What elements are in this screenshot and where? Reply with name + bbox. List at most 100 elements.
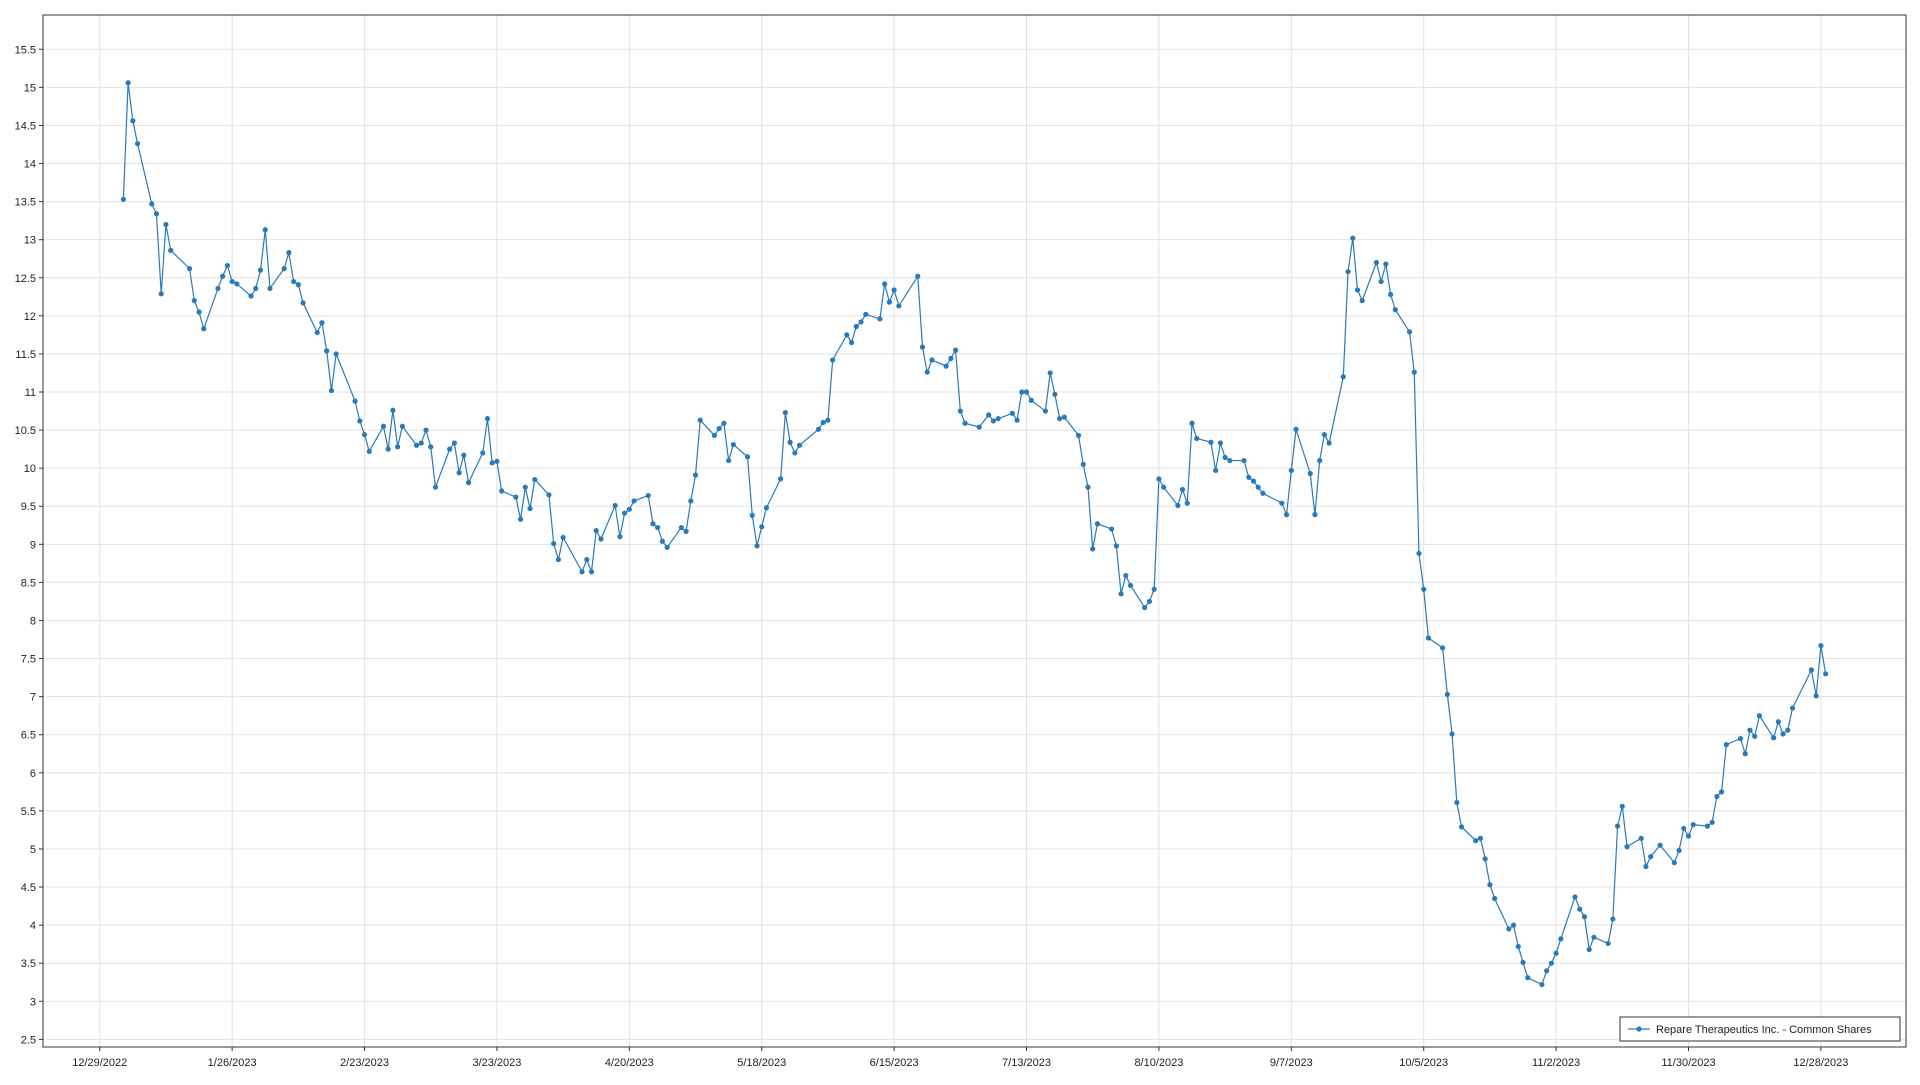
data-point bbox=[1123, 572, 1129, 579]
data-point bbox=[1189, 420, 1195, 426]
data-point bbox=[224, 262, 231, 269]
data-point bbox=[877, 316, 883, 322]
data-point bbox=[1737, 735, 1744, 742]
data-point bbox=[1080, 461, 1086, 467]
x-tick-label: 1/26/2023 bbox=[208, 1057, 257, 1069]
data-point bbox=[413, 442, 420, 448]
x-tick-label: 11/30/2023 bbox=[1661, 1057, 1715, 1069]
data-point bbox=[163, 221, 169, 228]
y-tick-label: 3 bbox=[30, 996, 36, 1008]
x-tick-label: 9/7/2023 bbox=[1270, 1057, 1313, 1069]
data-point bbox=[1591, 934, 1597, 940]
data-point bbox=[465, 480, 472, 486]
data-point bbox=[1057, 416, 1063, 422]
data-point bbox=[1614, 823, 1621, 829]
data-point bbox=[380, 423, 387, 429]
data-point bbox=[863, 311, 869, 317]
data-point bbox=[153, 211, 160, 217]
data-point bbox=[1208, 439, 1214, 445]
data-point bbox=[319, 320, 325, 326]
series-line bbox=[122, 82, 1827, 986]
y-tick-label: 10 bbox=[24, 463, 36, 475]
data-point bbox=[948, 355, 954, 362]
data-point bbox=[1151, 586, 1157, 592]
data-point bbox=[896, 303, 902, 309]
data-point bbox=[683, 528, 689, 534]
data-point bbox=[522, 484, 528, 490]
data-point bbox=[1293, 426, 1299, 432]
data-point bbox=[1638, 835, 1644, 841]
x-tick-label: 11/2/2023 bbox=[1532, 1057, 1580, 1069]
data-point bbox=[1047, 370, 1053, 376]
data-point bbox=[1789, 705, 1796, 711]
y-tick-label: 11.5 bbox=[15, 349, 36, 361]
data-point bbox=[1118, 591, 1124, 597]
data-point bbox=[1610, 916, 1616, 922]
data-point bbox=[1577, 906, 1583, 912]
data-point bbox=[650, 521, 656, 527]
data-point bbox=[300, 300, 306, 306]
y-tick-label: 7.5 bbox=[21, 654, 36, 666]
y-tick-label: 4.5 bbox=[21, 882, 36, 894]
data-point bbox=[1492, 895, 1498, 902]
data-point bbox=[1808, 667, 1815, 673]
data-point bbox=[366, 448, 372, 455]
data-point bbox=[882, 281, 888, 287]
data-point bbox=[130, 118, 136, 124]
data-point bbox=[1194, 435, 1200, 442]
data-point bbox=[1378, 278, 1384, 285]
data-point bbox=[659, 538, 666, 544]
data-point bbox=[631, 498, 637, 504]
x-tick-label: 12/29/2022 bbox=[72, 1057, 127, 1069]
data-point bbox=[1775, 719, 1781, 725]
data-point bbox=[480, 450, 486, 456]
data-point bbox=[1350, 235, 1356, 241]
data-point bbox=[1515, 943, 1521, 950]
y-tick-label: 13.5 bbox=[15, 197, 36, 209]
data-point bbox=[830, 357, 836, 363]
data-point bbox=[527, 505, 533, 512]
data-point bbox=[891, 287, 897, 293]
x-tick-label: 6/15/2023 bbox=[870, 1057, 919, 1069]
data-point bbox=[1090, 546, 1096, 552]
data-point bbox=[962, 420, 968, 426]
data-point bbox=[1676, 847, 1682, 854]
x-tick-label: 5/18/2023 bbox=[737, 1057, 786, 1069]
data-point bbox=[1487, 882, 1493, 888]
data-point bbox=[1416, 550, 1422, 557]
data-point bbox=[1019, 389, 1025, 395]
data-point bbox=[1075, 432, 1082, 439]
y-tick-label: 3.5 bbox=[21, 958, 36, 970]
data-point bbox=[1690, 822, 1696, 828]
data-point bbox=[711, 432, 718, 439]
data-point bbox=[560, 534, 566, 541]
data-point bbox=[532, 476, 538, 483]
data-point bbox=[664, 544, 670, 550]
data-point bbox=[399, 423, 405, 429]
data-point bbox=[1052, 391, 1058, 397]
data-point bbox=[1179, 486, 1186, 493]
data-point bbox=[1307, 470, 1313, 477]
data-point bbox=[688, 498, 694, 504]
y-tick-label: 12.5 bbox=[15, 273, 36, 285]
y-tick-label: 14.5 bbox=[15, 120, 36, 132]
data-point bbox=[787, 439, 793, 445]
data-point bbox=[1553, 950, 1559, 956]
data-point bbox=[782, 409, 788, 416]
data-point bbox=[721, 420, 727, 426]
data-point bbox=[1061, 414, 1067, 420]
y-tick-label: 7 bbox=[30, 692, 36, 704]
legend: Repare Therapeutics Inc. - Common Shares bbox=[1619, 1016, 1901, 1042]
data-point bbox=[1671, 860, 1677, 866]
data-point bbox=[1704, 823, 1711, 829]
data-point bbox=[248, 293, 254, 299]
data-point bbox=[513, 494, 519, 500]
y-tick-label: 6.5 bbox=[21, 730, 36, 742]
data-point bbox=[697, 417, 703, 423]
plot-frame bbox=[42, 14, 1907, 1048]
data-point bbox=[1539, 981, 1545, 988]
data-point bbox=[186, 266, 193, 272]
data-point bbox=[168, 247, 174, 253]
data-point bbox=[357, 418, 363, 424]
data-point bbox=[1406, 329, 1413, 335]
